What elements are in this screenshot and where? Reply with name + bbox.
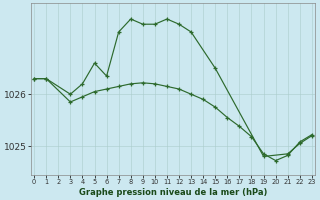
X-axis label: Graphe pression niveau de la mer (hPa): Graphe pression niveau de la mer (hPa) <box>79 188 267 197</box>
